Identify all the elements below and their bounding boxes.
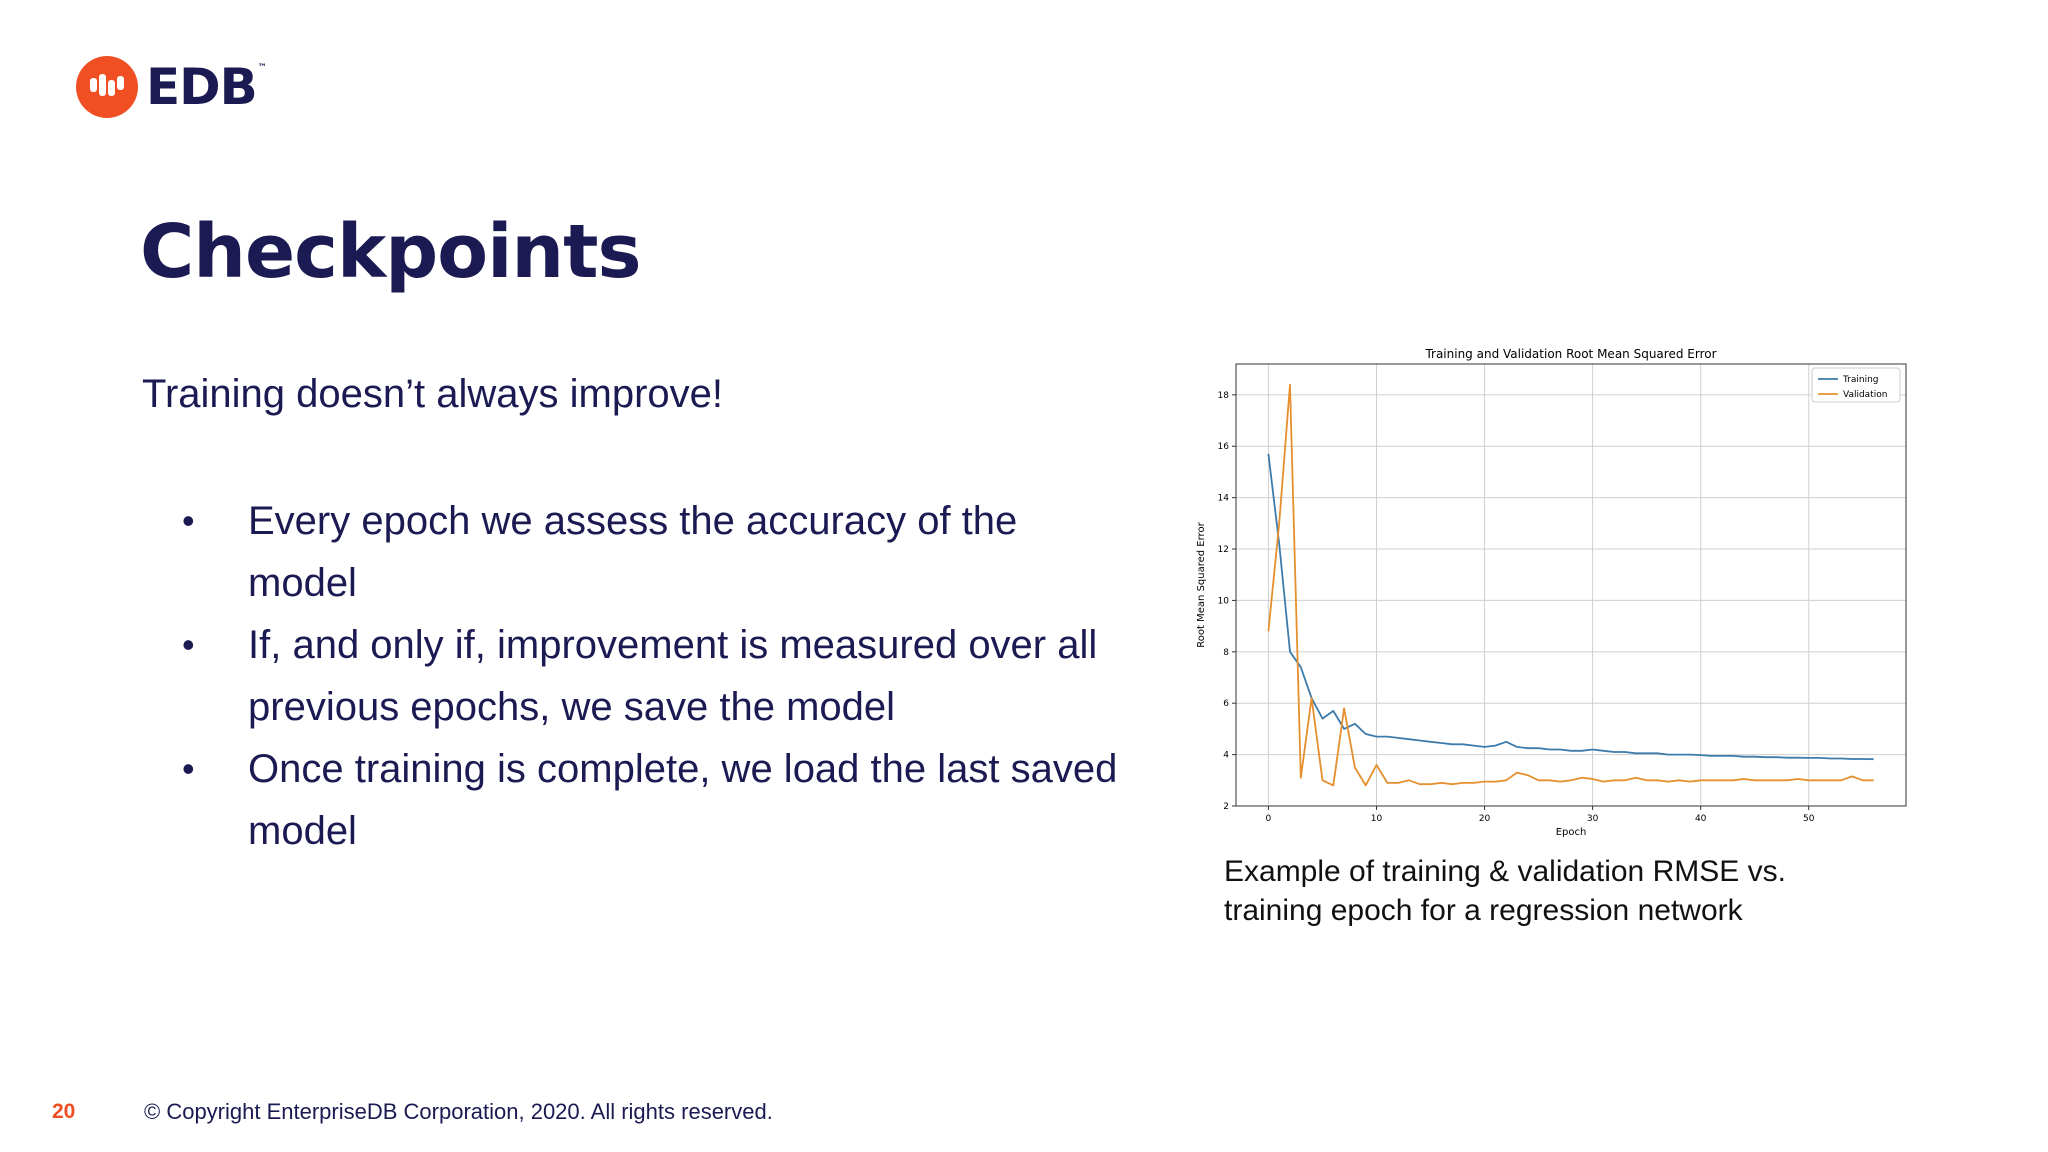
- x-tick-label: 30: [1587, 814, 1599, 824]
- legend-label: Validation: [1843, 390, 1887, 400]
- bullet-text: Once training is complete, we load the l…: [248, 747, 1118, 853]
- chart-legend: Training Validation: [1811, 367, 1901, 403]
- x-tick-label: 20: [1479, 814, 1491, 824]
- y-tick-label: 14: [1218, 494, 1230, 504]
- bullet-dot-icon: •: [182, 624, 195, 665]
- x-axis-label: Epoch: [1556, 827, 1587, 838]
- y-tick-label: 8: [1223, 648, 1229, 658]
- bullet-item: • If, and only if, improvement is measure…: [182, 614, 1122, 738]
- y-tick-label: 2: [1223, 802, 1229, 812]
- y-tick-label: 10: [1218, 596, 1230, 606]
- edb-logo-text: EDB™: [146, 58, 267, 116]
- x-tick-label: 10: [1371, 814, 1383, 824]
- legend-label: Training: [1842, 375, 1879, 385]
- chart-grid: [1236, 364, 1906, 807]
- bullet-text: Every epoch we assess the accuracy of th…: [248, 499, 1018, 605]
- series-line-validation: [1267, 383, 1874, 787]
- y-axis-label: Root Mean Squared Error: [1196, 521, 1207, 647]
- chart-caption: Example of training & validation RMSE vs…: [1224, 855, 1786, 927]
- page-number: 20: [52, 1100, 76, 1123]
- bullet-list: • Every epoch we assess the accuracy of t…: [182, 490, 1122, 862]
- series-line-training: [1267, 453, 1874, 761]
- slide-title: Checkpoints: [140, 209, 642, 295]
- slide-subtitle: Training doesn’t always improve!: [142, 372, 723, 416]
- bullet-text: If, and only if, improvement is measured…: [248, 623, 1098, 729]
- chart-series: [1267, 383, 1874, 787]
- x-tick-label: 0: [1266, 814, 1272, 824]
- y-tick-label: 12: [1218, 545, 1229, 555]
- bullet-dot-icon: •: [182, 748, 195, 789]
- edb-logo: EDB™: [76, 56, 267, 118]
- y-tick-label: 6: [1223, 699, 1229, 709]
- y-tick-label: 16: [1218, 442, 1230, 452]
- chart-ticks: 0 10 20 30 40 50 2 4 6 8 10 12 14 16 18: [1218, 391, 1815, 824]
- x-tick-label: 40: [1695, 814, 1707, 824]
- plot-frame: [1235, 363, 1907, 807]
- chart-title: Training and Validation Root Mean Square…: [1424, 347, 1716, 361]
- y-tick-label: 4: [1223, 751, 1229, 761]
- copyright-notice: © Copyright EnterpriseDB Corporation, 20…: [144, 1099, 773, 1124]
- bullet-item: • Every epoch we assess the accuracy of t…: [182, 490, 1122, 614]
- edb-logo-mark-icon: [76, 56, 138, 118]
- bullet-item: • Once training is complete, we load the …: [182, 738, 1122, 862]
- x-tick-label: 50: [1803, 814, 1815, 824]
- bullet-dot-icon: •: [182, 500, 195, 541]
- y-tick-label: 18: [1218, 391, 1230, 401]
- rmse-line-chart: Training and Validation Root Mean Square…: [1196, 347, 1907, 838]
